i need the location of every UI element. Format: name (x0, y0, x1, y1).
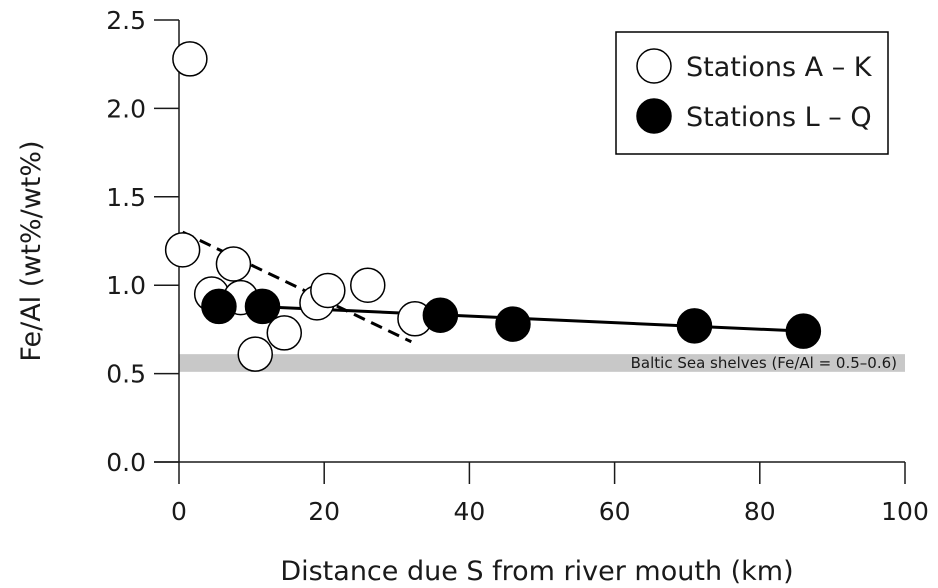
y-tick-label: 2.0 (106, 94, 146, 123)
baltic-shelf-band (179, 354, 905, 372)
legend-label: Stations L – Q (686, 102, 872, 133)
band-label: Baltic Sea shelves (Fe/Al = 0.5–0.6) (631, 354, 897, 372)
y-axis-label: Fe/Al (wt%/wt%) (16, 140, 47, 361)
y-tick-label: 0.5 (106, 360, 146, 389)
x-axis-label: Distance due S from river mouth (km) (280, 556, 793, 587)
data-point (422, 297, 459, 334)
x-tick-label: 100 (881, 497, 929, 526)
data-points (164, 41, 822, 372)
data-point (237, 336, 273, 372)
x-tick-label: 40 (453, 497, 485, 526)
x-tick-label: 80 (744, 497, 776, 526)
data-point (310, 272, 346, 309)
legend-label: Stations A – K (686, 52, 873, 83)
x-tick-label: 60 (599, 497, 631, 526)
y-tick-label: 0.0 (106, 448, 146, 477)
legend-marker (636, 48, 672, 84)
x-tick-label: 20 (308, 497, 340, 526)
data-point (201, 288, 237, 325)
data-point (172, 41, 208, 77)
reference-band: Baltic Sea shelves (Fe/Al = 0.5–0.6) (179, 354, 905, 372)
series-stations-l-q (201, 288, 822, 349)
y-tick-label: 1.5 (106, 183, 146, 212)
data-point (785, 313, 822, 349)
data-point (676, 308, 713, 344)
y-tick-label: 2.5 (106, 6, 146, 35)
y-tick-label: 1.0 (106, 271, 146, 300)
data-point (244, 288, 281, 325)
data-point (266, 315, 303, 351)
data-point (215, 246, 252, 282)
axes: 0.0 0.5 1.0 1.5 2.0 2.5 0 20 40 60 80 100 (106, 6, 929, 526)
data-point (350, 267, 386, 303)
series-stations-a-k (164, 41, 433, 372)
legend-marker (636, 98, 672, 134)
data-point (164, 232, 201, 268)
legend: Stations A – K Stations L – Q (615, 31, 889, 155)
dashed-trend-line (181, 230, 412, 344)
x-tick-label: 0 (171, 497, 187, 526)
data-point (495, 306, 531, 342)
